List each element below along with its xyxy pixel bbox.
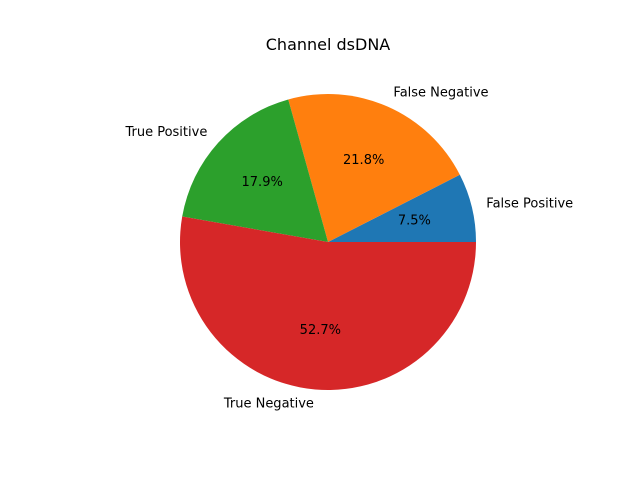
slice-label-false-negative: False Negative	[393, 85, 488, 100]
pie-slice-false-positive	[328, 174, 476, 242]
chart-title: Channel dsDNA	[266, 35, 391, 54]
slice-label-true-negative: True Negative	[223, 397, 314, 412]
pie-slice-true-positive	[182, 99, 328, 243]
pie-slices	[180, 94, 477, 390]
percent-label-true-positive: 17.9%	[242, 175, 283, 190]
slice-label-false-positive: False Positive	[486, 196, 573, 211]
slice-label-true-positive: True Positive	[124, 125, 207, 140]
percent-label-false-positive: 7.5%	[398, 214, 431, 229]
pie-slice-true-negative	[180, 216, 477, 390]
pie-slice-false-negative	[288, 94, 460, 243]
percent-label-true-negative: 52.7%	[300, 323, 341, 338]
percent-label-false-negative: 21.8%	[343, 153, 384, 168]
pie-labels: False Positive 7.5% False Negative 21.8% Tru…	[124, 85, 573, 411]
